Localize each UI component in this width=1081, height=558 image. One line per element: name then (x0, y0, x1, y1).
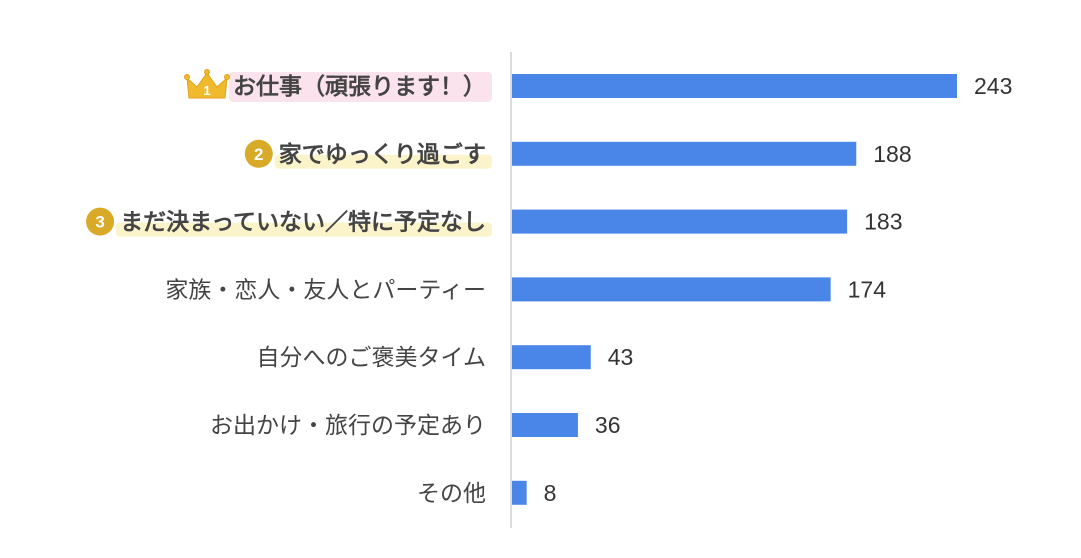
rank-3-badge: 3 (86, 207, 115, 236)
crown-jewel-center (204, 69, 210, 75)
category-label-5: 自分へのご褒美タイム (256, 345, 486, 371)
category-label-4: 家族・恋人・友人とパーティー (165, 277, 486, 303)
crown-shape (186, 72, 228, 99)
bar-1 (512, 74, 957, 98)
category-label-3: まだ決まっていない／特に予定なし (120, 209, 486, 236)
crown-jewel-right (224, 74, 230, 80)
rank-badges: 1 2 3 (86, 69, 273, 236)
rank-badge-circle (244, 139, 273, 168)
value-label-4: 174 (848, 276, 887, 302)
crown-icon: 1 (184, 69, 230, 99)
label-highlight-1 (229, 72, 492, 102)
crown-rank-number: 1 (203, 83, 210, 98)
bar-5 (512, 345, 591, 370)
bar-6 (512, 413, 578, 437)
rank-2-badge: 2 (244, 139, 273, 168)
rank-highlights (116, 72, 492, 237)
bar-4 (512, 277, 831, 302)
label-highlight-2 (274, 154, 492, 169)
bar-7 (512, 480, 527, 505)
category-label-2: 家でゆっくり過ごす (279, 141, 486, 168)
rank-badge-circle (86, 207, 115, 236)
value-label-3: 183 (864, 209, 902, 235)
category-label-6: お出かけ・旅行の予定あり (210, 413, 486, 439)
category-label-7: その他 (417, 481, 486, 507)
category-labels: お仕事（頑張ります！） 家でゆっくり過ごすまだ決まっていない／特に予定なし家族・恋… (120, 73, 486, 507)
value-label-1: 243 (974, 73, 1012, 99)
label-highlight-3 (116, 222, 492, 237)
rank-badge-number: 2 (254, 145, 263, 164)
rank-badge-number: 3 (95, 213, 104, 232)
value-label-2: 188 (873, 141, 911, 167)
value-labels: 243 188 183 174 43 36 8 (544, 73, 1013, 506)
crown-jewel-left (184, 74, 190, 80)
value-label-7: 8 (544, 480, 557, 506)
bar-3 (512, 209, 848, 234)
bar-2 (512, 141, 857, 166)
value-label-6: 36 (595, 412, 621, 438)
value-label-5: 43 (608, 344, 634, 370)
bars-group (512, 74, 957, 505)
category-label-1: お仕事（頑張ります！） (233, 73, 486, 100)
